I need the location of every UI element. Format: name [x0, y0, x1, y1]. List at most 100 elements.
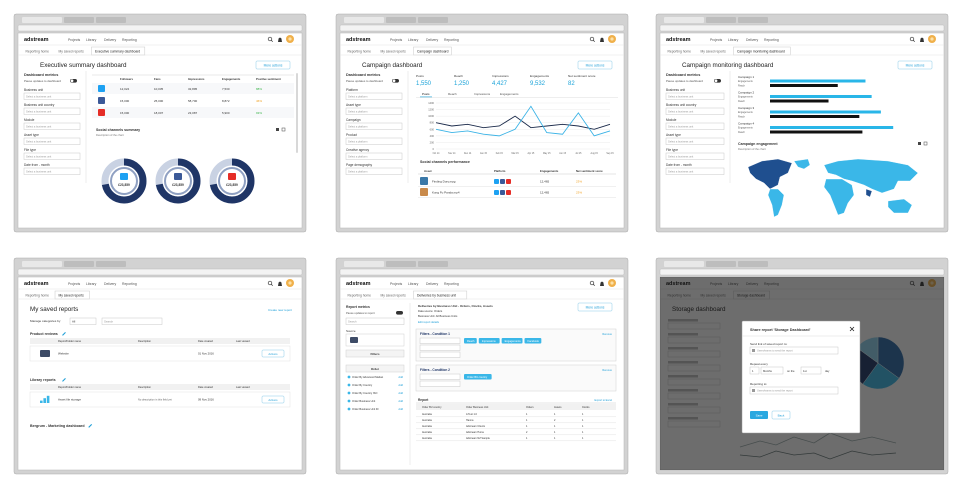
- tab[interactable]: Campaign monitoring dashboard: [737, 50, 785, 54]
- back-label[interactable]: Back: [778, 413, 785, 417]
- more-actions-button[interactable]: [255, 60, 291, 70]
- nav-item[interactable]: Reporting: [444, 38, 459, 42]
- search-input[interactable]: [101, 317, 163, 325]
- actions-button[interactable]: [261, 349, 285, 358]
- tab[interactable]: Executive summary dashboard: [95, 50, 140, 54]
- tab[interactable]: My saved reports: [381, 50, 407, 54]
- nav-item[interactable]: Delivery: [104, 282, 117, 286]
- bell-icon[interactable]: [278, 37, 282, 42]
- chart-tab[interactable]: Posts: [422, 92, 430, 96]
- add-link[interactable]: Add: [398, 383, 403, 387]
- modal-input[interactable]: [749, 386, 839, 395]
- search-input[interactable]: [345, 317, 405, 325]
- bell-icon[interactable]: [600, 281, 604, 286]
- add-link[interactable]: Add: [398, 399, 403, 403]
- nav-item[interactable]: Delivery: [104, 38, 117, 42]
- nav-item[interactable]: Library: [408, 282, 419, 286]
- condition-input[interactable]: [419, 380, 461, 387]
- manage-select[interactable]: [69, 317, 97, 325]
- tab[interactable]: Deliveries by business unit: [417, 294, 456, 298]
- filter-input[interactable]: [23, 152, 81, 160]
- filter-input[interactable]: [665, 152, 725, 160]
- button-label[interactable]: More actions: [264, 64, 283, 68]
- filter-input[interactable]: [345, 107, 403, 115]
- edit-icon[interactable]: [62, 378, 66, 382]
- remove-link[interactable]: Remove: [602, 368, 612, 372]
- edit-icon[interactable]: [62, 332, 66, 336]
- tab[interactable]: My saved reports: [59, 50, 85, 54]
- more-actions-button[interactable]: [577, 60, 613, 70]
- nav-item[interactable]: Projects: [390, 282, 403, 286]
- tab[interactable]: Campaign dashboard: [417, 50, 449, 54]
- create-report-link[interactable]: Create new report: [268, 308, 292, 312]
- filter-input[interactable]: [23, 137, 81, 145]
- bell-icon[interactable]: [600, 37, 604, 42]
- nav-item[interactable]: Delivery: [426, 282, 439, 286]
- tab[interactable]: Reporting home: [348, 50, 372, 54]
- bell-icon[interactable]: [920, 37, 924, 42]
- toggle[interactable]: [396, 311, 403, 315]
- nav-item[interactable]: Projects: [68, 282, 81, 286]
- filter-input[interactable]: [665, 107, 725, 115]
- filter-input[interactable]: [345, 92, 403, 100]
- modal-input[interactable]: [749, 346, 839, 355]
- repeat-select[interactable]: [749, 366, 760, 375]
- nav-item[interactable]: Reporting: [122, 38, 137, 42]
- tab[interactable]: Reporting home: [26, 294, 50, 298]
- filter-input[interactable]: [665, 92, 725, 100]
- add-link[interactable]: Add: [398, 391, 403, 395]
- export-link[interactable]: Export to Excel: [595, 398, 613, 402]
- condition-input[interactable]: [419, 344, 461, 351]
- tab[interactable]: Reporting home: [26, 50, 50, 54]
- filter-input[interactable]: [23, 167, 81, 175]
- nav-item[interactable]: Projects: [390, 38, 403, 42]
- more-actions-button[interactable]: [577, 302, 613, 312]
- filter-input[interactable]: [665, 137, 725, 145]
- nav-item[interactable]: Projects: [68, 38, 81, 42]
- back-button[interactable]: [771, 410, 791, 420]
- button-label[interactable]: More actions: [586, 306, 605, 310]
- filter-input[interactable]: [345, 167, 403, 175]
- tab[interactable]: Reporting home: [668, 50, 692, 54]
- actions-label[interactable]: Actions: [268, 352, 278, 356]
- nav-item[interactable]: Reporting: [122, 282, 137, 286]
- tab[interactable]: My saved reports: [381, 294, 407, 298]
- repeat-select[interactable]: [800, 366, 822, 375]
- filter-input[interactable]: [345, 137, 403, 145]
- nav-item[interactable]: Library: [728, 38, 739, 42]
- nav-item[interactable]: Library: [408, 38, 419, 42]
- filter-input[interactable]: [345, 122, 403, 130]
- filter-input[interactable]: [23, 107, 81, 115]
- add-link[interactable]: Add: [398, 375, 403, 379]
- actions-button[interactable]: [261, 395, 285, 404]
- nav-item[interactable]: Reporting: [444, 282, 459, 286]
- condition-input[interactable]: [419, 373, 461, 380]
- edit-icon[interactable]: [88, 424, 93, 428]
- remove-link[interactable]: Remove: [602, 332, 612, 336]
- filter-input[interactable]: [23, 92, 81, 100]
- nav-item[interactable]: Projects: [710, 38, 723, 42]
- button-label[interactable]: More actions: [586, 64, 605, 68]
- save-label[interactable]: Save: [756, 413, 763, 417]
- nav-item[interactable]: Delivery: [426, 38, 439, 42]
- button-label[interactable]: More actions: [906, 64, 925, 68]
- nav-item[interactable]: Library: [86, 282, 97, 286]
- tab[interactable]: Reporting home: [348, 294, 372, 298]
- tab[interactable]: My saved reports: [701, 50, 727, 54]
- filter-input[interactable]: [23, 122, 81, 130]
- condition-input[interactable]: [419, 351, 461, 358]
- chart-tab[interactable]: Reach: [448, 92, 457, 96]
- nav-item[interactable]: Delivery: [746, 38, 759, 42]
- nav-item[interactable]: Reporting: [764, 38, 779, 42]
- actions-label[interactable]: Actions: [268, 398, 278, 402]
- chart-tab[interactable]: Engagements: [500, 92, 519, 96]
- filter-input[interactable]: [665, 167, 725, 175]
- save-button[interactable]: [750, 411, 768, 419]
- repeat-select[interactable]: [760, 366, 784, 375]
- filter-input[interactable]: [345, 152, 403, 160]
- more-actions-button[interactable]: [897, 60, 933, 70]
- tab[interactable]: My saved reports: [59, 294, 85, 298]
- condition-input[interactable]: [419, 337, 461, 344]
- bell-icon[interactable]: [278, 281, 282, 286]
- add-link[interactable]: Add: [398, 407, 403, 411]
